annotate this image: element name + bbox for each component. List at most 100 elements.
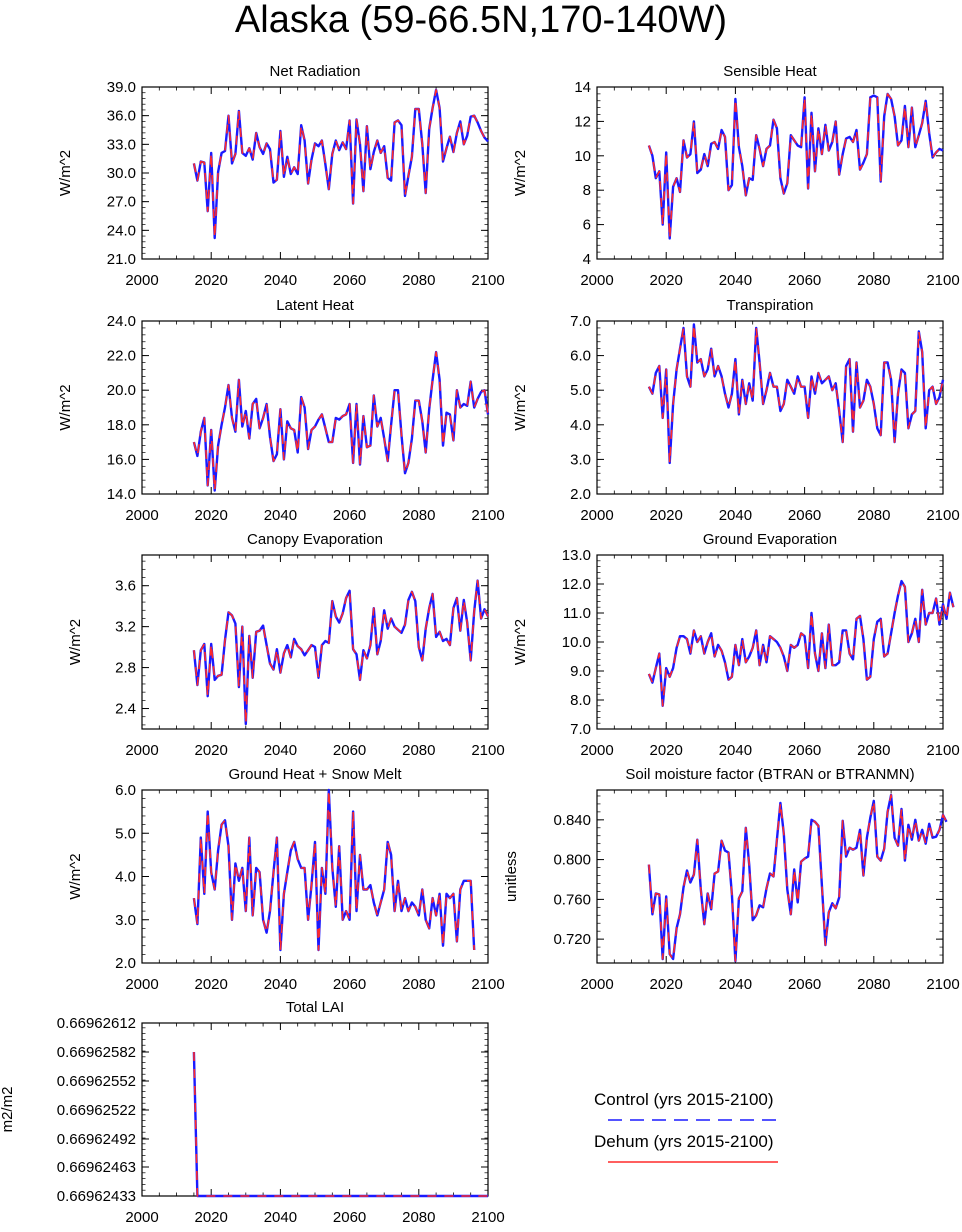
y-tick-label: 0.66962463	[57, 1159, 136, 1176]
x-tick-label: 2100	[926, 507, 959, 524]
series-dehum-line	[193, 579, 489, 725]
y-axis-label: W/m^2	[67, 853, 84, 899]
x-tick-label: 2080	[857, 507, 890, 524]
y-tick-label: 21.0	[107, 251, 136, 268]
y-tick-label: 4.0	[115, 869, 136, 886]
y-tick-label: 0.720	[553, 931, 591, 948]
series-control-line	[647, 579, 955, 707]
x-tick-label: 2040	[719, 507, 752, 524]
y-tick-label: 3.6	[115, 578, 136, 595]
y-axis-label: W/m^2	[57, 150, 74, 196]
chart-title: Ground Heat + Snow Melt	[228, 766, 402, 783]
y-tick-label: 3.0	[115, 912, 136, 929]
x-tick-label: 2060	[333, 976, 366, 993]
y-tick-label: 8	[583, 182, 591, 199]
y-tick-label: 30.0	[107, 165, 136, 182]
y-axis-label: W/m^2	[57, 384, 74, 430]
series-dehum-line	[193, 89, 489, 239]
page-title: Alaska (59-66.5N,170-140W)	[234, 0, 728, 41]
x-tick-label: 2040	[264, 507, 297, 524]
x-tick-label: 2060	[788, 272, 821, 289]
y-tick-label: 20.0	[107, 382, 136, 399]
chart-panel-1: 2000 2020 2040 2060 2080 2100 21.0 24.0 27.0 30.0…	[57, 63, 505, 289]
y-tick-label: 36.0	[107, 108, 136, 125]
y-tick-label: 39.0	[107, 79, 136, 96]
chart-panel-4: 2000 2020 2040 2060 2080 2100 2.0 3.0 4.0 5.0 6.0 7…	[512, 297, 960, 524]
chart-title: Soil moisture factor (BTRAN or BTRANMN)	[625, 766, 914, 783]
y-tick-label: 22.0	[107, 348, 136, 365]
x-tick-label: 2040	[264, 272, 297, 289]
x-tick-label: 2100	[926, 272, 959, 289]
x-tick-label: 2000	[580, 742, 613, 759]
series-dehum-line	[193, 351, 489, 492]
x-tick-label: 2060	[788, 976, 821, 993]
x-tick-label: 2020	[195, 1209, 228, 1226]
chart-panel-5: 2000 2020 2040 2060 2080 2100 2.4 2.8 3.2 3.6 Cano…	[67, 531, 505, 759]
x-tick-label: 2080	[402, 1209, 435, 1226]
series-dehum-line	[193, 1051, 488, 1197]
legend: Control (yrs 2015-2100) Dehum (yrs 2015-2…	[594, 1090, 778, 1163]
y-tick-label: 18.0	[107, 417, 136, 434]
x-tick-label: 2060	[788, 507, 821, 524]
y-tick-label: 11.0	[563, 605, 591, 622]
x-tick-label: 2020	[195, 742, 228, 759]
x-tick-label: 2000	[125, 507, 158, 524]
x-tick-label: 2080	[857, 742, 890, 759]
x-tick-label: 2040	[719, 976, 752, 993]
y-axis-label: unitless	[503, 851, 520, 902]
series-dehum-line	[648, 580, 955, 707]
y-tick-label: 9.0	[570, 663, 591, 680]
x-tick-label: 2020	[650, 272, 683, 289]
x-tick-label: 2100	[471, 742, 504, 759]
y-tick-label: 0.66962433	[57, 1188, 136, 1205]
chart-panel-3: 2000 2020 2040 2060 2080 2100 14.0 16.0 18.0 20.0…	[57, 297, 505, 524]
y-tick-label: 2.0	[570, 486, 591, 503]
series-control-line	[192, 88, 489, 240]
y-tick-label: 0.66962612	[57, 1015, 136, 1032]
y-tick-label: 12.0	[562, 576, 591, 593]
x-tick-label: 2000	[125, 742, 158, 759]
y-tick-label: 3.0	[570, 451, 591, 468]
x-tick-label: 2100	[471, 507, 504, 524]
series-control-line	[192, 579, 490, 726]
y-tick-label: 16.0	[107, 451, 136, 468]
y-tick-label: 14	[574, 79, 591, 96]
y-tick-label: 8.0	[570, 692, 591, 709]
y-tick-label: 0.760	[553, 891, 591, 908]
y-tick-label: 4	[583, 251, 591, 268]
chart-panel-6: 2000 2020 2040 2060 2080 2100 7.0 8.0 9.0 10.0 11.…	[512, 531, 960, 759]
x-tick-label: 2080	[857, 272, 890, 289]
chart-panel-7: 2000 2020 2040 2060 2080 2100 2.0 3.0 4.0 5.0 6.0 G…	[67, 766, 505, 993]
x-tick-label: 2000	[125, 1209, 158, 1226]
series-dehum-line	[648, 794, 948, 962]
x-tick-label: 2080	[857, 976, 890, 993]
plot-frame	[141, 86, 489, 260]
plot-frame	[596, 86, 944, 260]
chart-panel-2: 2000 2020 2040 2060 2080 2100 4 6 8 10 12 14 Sensibl…	[512, 63, 960, 289]
y-tick-label: 2.4	[115, 701, 136, 718]
x-tick-label: 2020	[650, 976, 683, 993]
chart-panel-9: 2000 2020 2040 2060 2080 2100 0.66962433 0.6696…	[0, 999, 505, 1226]
x-tick-label: 2020	[650, 742, 683, 759]
y-axis-label: W/m^2	[512, 150, 529, 196]
y-tick-label: 10.0	[562, 634, 591, 651]
y-tick-label: 2.0	[115, 955, 136, 972]
series-control-line	[647, 92, 944, 240]
x-tick-label: 2060	[333, 507, 366, 524]
x-tick-label: 2020	[195, 507, 228, 524]
x-tick-label: 2080	[402, 507, 435, 524]
y-tick-label: 0.840	[553, 812, 591, 829]
y-axis-label: W/m^2	[512, 619, 529, 665]
y-tick-label: 0.66962582	[57, 1044, 136, 1061]
plot-frame	[141, 1022, 489, 1197]
chart-title: Sensible Heat	[723, 63, 817, 80]
chart-title: Total LAI	[286, 999, 344, 1016]
chart-title: Canopy Evaporation	[247, 531, 383, 548]
y-tick-label: 5.0	[570, 382, 591, 399]
x-tick-label: 2000	[125, 272, 158, 289]
series-dehum-line	[648, 93, 944, 240]
x-tick-label: 2040	[719, 742, 752, 759]
x-tick-label: 2040	[264, 976, 297, 993]
legend-dehum-label: Dehum (yrs 2015-2100)	[594, 1132, 774, 1151]
y-tick-label: 0.800	[553, 852, 591, 869]
